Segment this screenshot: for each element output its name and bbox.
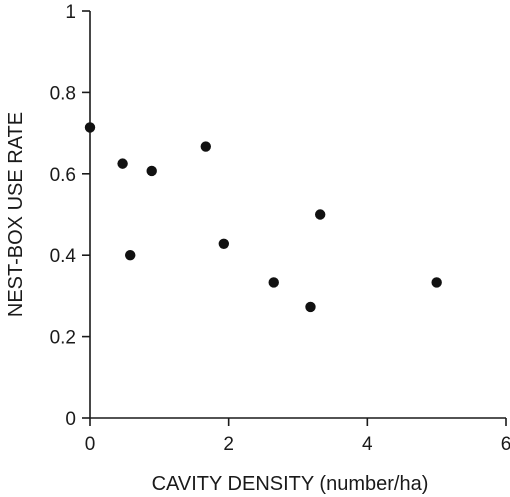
y-tick-label: 1 bbox=[65, 2, 76, 23]
data-point bbox=[431, 277, 442, 288]
y-tick-label: 0.6 bbox=[50, 165, 76, 186]
y-tick-label: 0 bbox=[65, 409, 76, 430]
x-tick-label: 0 bbox=[85, 434, 96, 455]
data-point bbox=[146, 165, 157, 177]
data-point bbox=[314, 209, 326, 220]
y-tick-label: 0.8 bbox=[50, 83, 76, 104]
x-tick-label: 2 bbox=[223, 434, 234, 455]
x-tick-label: 6 bbox=[501, 434, 510, 455]
y-tick-label: 0.2 bbox=[50, 328, 76, 349]
plot-area: 0 0.2 0.4 0.6 0.8 1 0 2 4 6 bbox=[50, 2, 510, 455]
data-point bbox=[200, 141, 211, 152]
data-point bbox=[84, 122, 96, 133]
data-points bbox=[84, 122, 442, 313]
data-point bbox=[117, 158, 128, 169]
x-tick-label: 4 bbox=[362, 434, 373, 455]
data-point bbox=[218, 238, 230, 250]
y-axis-title: NEST-BOX USE RATE bbox=[5, 112, 27, 317]
data-point bbox=[268, 277, 279, 288]
data-point bbox=[125, 250, 136, 261]
x-axis-title: CAVITY DENSITY (number/ha) bbox=[152, 473, 429, 495]
data-point bbox=[305, 301, 316, 313]
y-tick-label: 0.4 bbox=[50, 246, 77, 267]
